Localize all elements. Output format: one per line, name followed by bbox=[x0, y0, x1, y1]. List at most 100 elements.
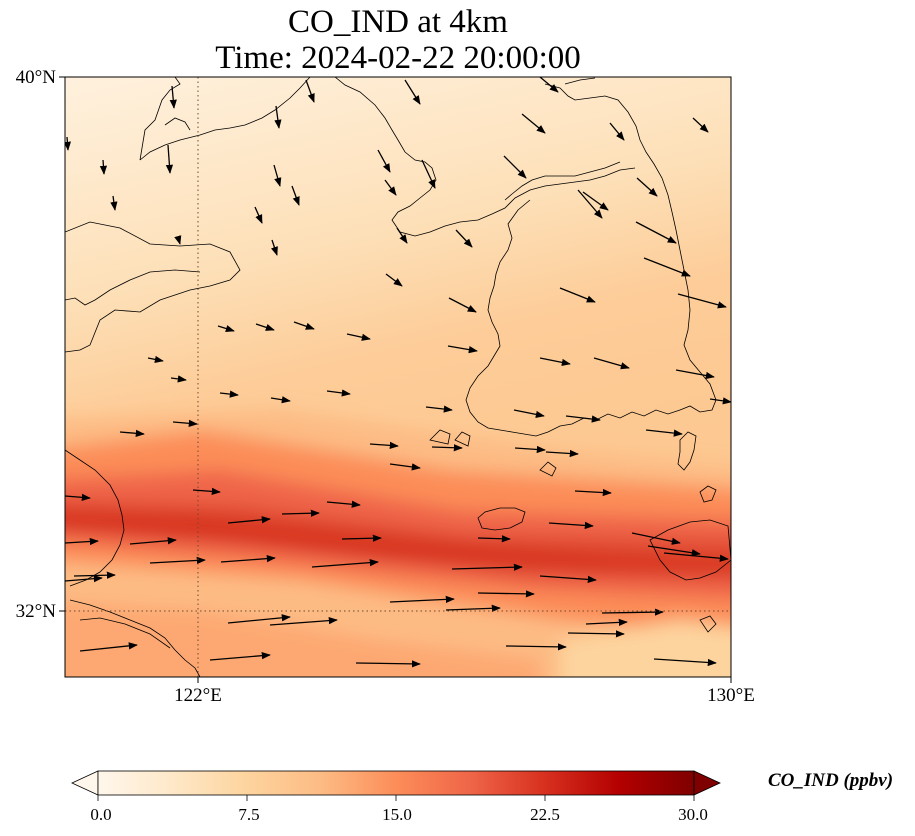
wind-arrow bbox=[65, 575, 103, 583]
wind-arrow bbox=[601, 608, 664, 616]
wind-arrow bbox=[585, 618, 628, 627]
wind-arrow bbox=[477, 590, 535, 598]
wind-arrow bbox=[377, 149, 391, 173]
wind-arrow bbox=[384, 179, 397, 196]
wind-arrow bbox=[647, 545, 701, 557]
wind-arrow bbox=[99, 159, 108, 175]
wind-arrow bbox=[609, 122, 625, 141]
wind-arrow bbox=[281, 509, 320, 517]
wind-arrow bbox=[663, 552, 729, 562]
wind-arrow bbox=[274, 105, 282, 129]
colorbar-tick-label: 22.5 bbox=[530, 805, 560, 824]
tick-marks bbox=[59, 76, 732, 683]
wind-arrow bbox=[227, 614, 291, 624]
wind-arrow bbox=[653, 658, 717, 667]
lon-label-130e: 130°E bbox=[707, 685, 755, 706]
colorbar-min-extension bbox=[71, 770, 99, 796]
wind-arrow bbox=[355, 660, 421, 668]
wind-arrow bbox=[129, 537, 177, 545]
wind-arrow bbox=[539, 77, 559, 93]
wind-arrow bbox=[577, 189, 603, 219]
wind-arrow bbox=[170, 375, 187, 383]
wind-arrow bbox=[635, 221, 677, 244]
wind-arrow bbox=[548, 521, 594, 530]
wind-arrow bbox=[636, 177, 658, 197]
wind-arrow bbox=[404, 79, 421, 105]
lat-label-40n: 40°N bbox=[15, 67, 56, 88]
colorbar-tick-label: 7.5 bbox=[238, 805, 260, 824]
colorbar-title: CO_IND (ppbv) bbox=[768, 770, 894, 791]
wind-arrow bbox=[369, 441, 399, 450]
wind-arrow bbox=[677, 293, 727, 309]
wind-arrow bbox=[273, 164, 282, 187]
wind-arrow bbox=[521, 113, 546, 134]
wind-arrow bbox=[209, 652, 271, 661]
wind-arrow bbox=[567, 630, 625, 638]
wind-arrow bbox=[305, 79, 315, 103]
wind-arrow bbox=[448, 297, 477, 313]
wind-arrow bbox=[451, 563, 523, 571]
wind-arrow bbox=[341, 534, 382, 542]
wind-arrow bbox=[219, 390, 239, 398]
wind-arrow bbox=[505, 643, 567, 651]
colorbar-gradient bbox=[97, 770, 695, 796]
wind-arrow bbox=[227, 516, 271, 524]
wind-arrow bbox=[254, 206, 263, 224]
wind-arrow bbox=[539, 575, 597, 584]
wind-arrow bbox=[192, 487, 221, 496]
wind-arrow bbox=[311, 558, 379, 568]
lon-label-122e: 122°E bbox=[174, 685, 222, 706]
wind-arrow bbox=[645, 429, 683, 437]
wind-arrow bbox=[514, 445, 546, 454]
wind-arrow bbox=[326, 500, 361, 508]
wind-arrow bbox=[169, 85, 177, 109]
wind-arrow bbox=[582, 191, 609, 211]
wind-arrow bbox=[174, 235, 182, 245]
wind-arrow bbox=[692, 117, 709, 133]
wind-arrow bbox=[565, 415, 601, 423]
colorbar bbox=[71, 770, 721, 801]
colorbar-max-extension bbox=[693, 770, 721, 796]
wind-arrow bbox=[445, 604, 501, 612]
wind-arrow bbox=[269, 616, 338, 626]
concentration-field bbox=[65, 77, 731, 677]
wind-vectors bbox=[65, 77, 731, 668]
wind-arrow bbox=[149, 556, 206, 565]
wind-arrow bbox=[220, 554, 276, 563]
wind-arrow bbox=[396, 227, 408, 244]
wind-arrow bbox=[513, 409, 545, 418]
wind-arrow bbox=[65, 493, 91, 501]
coastlines bbox=[65, 77, 731, 677]
colorbar-tick-label: 0.0 bbox=[90, 805, 112, 824]
wind-arrow bbox=[172, 419, 198, 427]
wind-arrow bbox=[270, 239, 278, 256]
map-title-variable: CO_IND at 4km bbox=[288, 4, 508, 40]
wind-arrow bbox=[110, 195, 118, 211]
wind-arrow bbox=[255, 323, 275, 331]
wind-arrow bbox=[293, 321, 315, 330]
wind-arrow bbox=[477, 535, 511, 543]
wind-arrow bbox=[709, 397, 731, 405]
gridlines bbox=[65, 77, 731, 677]
wind-arrow bbox=[65, 136, 72, 151]
wind-arrow bbox=[385, 273, 403, 287]
lat-label-32n: 32°N bbox=[15, 601, 56, 622]
wind-arrow bbox=[503, 155, 527, 179]
wind-arrow bbox=[147, 355, 164, 363]
wind-arrow bbox=[270, 396, 291, 404]
wind-arrow bbox=[574, 488, 612, 497]
wind-arrow bbox=[217, 325, 235, 333]
wind-arrow bbox=[539, 357, 571, 366]
wind-arrow bbox=[421, 159, 436, 189]
wind-arrow bbox=[165, 144, 174, 174]
colorbar-tick-label: 15.0 bbox=[382, 805, 412, 824]
wind-arrow bbox=[631, 532, 681, 545]
wind-arrow bbox=[455, 229, 473, 248]
wind-arrow bbox=[643, 257, 691, 277]
wind-arrow bbox=[291, 185, 300, 206]
wind-arrow bbox=[346, 333, 371, 341]
wind-arrow bbox=[593, 357, 630, 370]
wind-arrow bbox=[389, 463, 421, 471]
wind-arrow bbox=[65, 537, 99, 546]
